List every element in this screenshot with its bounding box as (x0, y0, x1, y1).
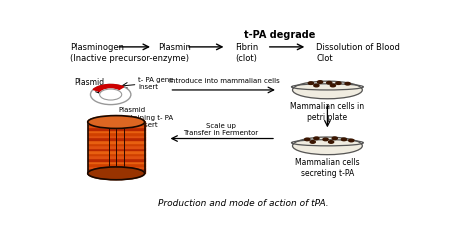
Text: t- PA gene
insert: t- PA gene insert (138, 77, 174, 90)
Circle shape (341, 138, 346, 141)
Text: Production and mode of action of tPA.: Production and mode of action of tPA. (158, 199, 328, 208)
Text: Scale up
Transfer in Fermentor: Scale up Transfer in Fermentor (183, 123, 258, 136)
Ellipse shape (292, 81, 362, 99)
Bar (88, 132, 145, 135)
Text: Mammalian cells
secreting t-PA: Mammalian cells secreting t-PA (295, 158, 360, 178)
Bar (88, 127, 145, 130)
Bar (88, 122, 145, 124)
Circle shape (91, 84, 131, 105)
Bar (88, 163, 145, 166)
Circle shape (328, 141, 334, 143)
Text: t-PA degrade: t-PA degrade (244, 30, 315, 40)
Text: Plasmin: Plasmin (158, 43, 191, 52)
Circle shape (332, 137, 337, 139)
Circle shape (308, 82, 313, 84)
Circle shape (310, 141, 315, 143)
Text: Plasmid
containing t- PA
gene insert: Plasmid containing t- PA gene insert (118, 107, 173, 128)
Text: Plasminogen
(Inactive precursor-enzyme): Plasminogen (Inactive precursor-enzyme) (70, 43, 189, 63)
Bar (88, 155, 145, 158)
Bar (88, 171, 145, 173)
Ellipse shape (88, 167, 145, 180)
Bar (88, 140, 145, 143)
Circle shape (327, 81, 332, 84)
Bar (88, 150, 145, 153)
Bar (88, 143, 145, 145)
Circle shape (345, 82, 350, 85)
Text: Dissolution of Blood
Clot: Dissolution of Blood Clot (316, 43, 400, 63)
Bar (88, 168, 145, 171)
Bar (88, 145, 145, 148)
Circle shape (305, 138, 310, 141)
Bar (88, 148, 145, 150)
Circle shape (349, 139, 354, 142)
Bar (88, 124, 145, 127)
Ellipse shape (88, 116, 145, 129)
Circle shape (100, 89, 122, 100)
Circle shape (314, 84, 319, 87)
Circle shape (323, 138, 328, 141)
Bar (88, 158, 145, 160)
Text: Fibrin
(clot): Fibrin (clot) (236, 43, 259, 63)
Bar (88, 137, 145, 140)
Circle shape (336, 82, 341, 84)
Wedge shape (93, 84, 124, 94)
Bar (88, 153, 145, 155)
Circle shape (314, 137, 319, 139)
Circle shape (318, 81, 323, 83)
Bar (88, 166, 145, 168)
Text: Plasmid: Plasmid (74, 78, 104, 93)
Ellipse shape (292, 137, 362, 155)
Text: Mammalian cells in
petri plate: Mammalian cells in petri plate (291, 102, 365, 122)
Circle shape (330, 84, 336, 87)
Text: Introduce into mammalian cells: Introduce into mammalian cells (169, 79, 280, 84)
Bar (88, 135, 145, 137)
Bar (88, 130, 145, 132)
Bar (88, 160, 145, 163)
